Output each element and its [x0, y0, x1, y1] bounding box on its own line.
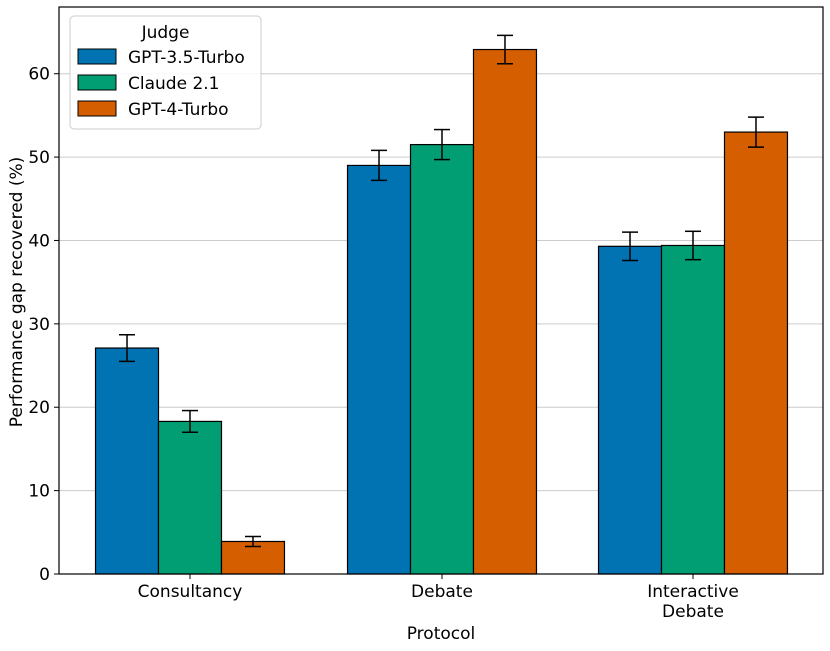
y-tick-label: 10 [28, 482, 50, 502]
y-tick-label: 20 [28, 398, 50, 418]
legend-swatch [77, 100, 117, 117]
y-tick-label: 0 [39, 565, 50, 585]
plot-frame [58, 6, 824, 575]
x-axis-title: Protocol [407, 624, 476, 644]
bars [94, 48, 789, 575]
legend-box [69, 15, 262, 130]
bar [409, 143, 475, 575]
x-tick-label: Consultancy [138, 582, 243, 602]
bar [660, 244, 726, 575]
y-tick-label: 40 [28, 231, 50, 251]
y-tick-label: 50 [28, 148, 50, 168]
y-tick-label: 60 [28, 65, 50, 85]
x-tick-label: Debate [411, 582, 473, 602]
x-tick-label: Debate [662, 602, 724, 622]
legend-label: GPT-3.5-Turbo [128, 48, 245, 68]
legend-swatch [77, 48, 117, 65]
bar [472, 48, 538, 575]
y-tick-label: 30 [28, 315, 50, 335]
y-axis: 0 10 20 30 40 50 60 [28, 65, 59, 585]
bar [597, 245, 663, 575]
legend: Judge GPT-3.5-Turbo Claude 2.1 GPT-4-Turbo [69, 15, 262, 130]
legend-label: Claude 2.1 [128, 74, 219, 94]
bar [723, 131, 789, 575]
bar [346, 164, 412, 575]
error-bars [119, 34, 764, 548]
legend-label: GPT-4-Turbo [128, 100, 229, 120]
x-tick-label: Interactive [647, 582, 739, 602]
bar [94, 347, 160, 575]
y-axis-title: Performance gap recovered (%) [7, 157, 27, 428]
legend-swatch [77, 74, 117, 91]
bar [157, 420, 223, 575]
legend-title: Judge [141, 23, 190, 43]
